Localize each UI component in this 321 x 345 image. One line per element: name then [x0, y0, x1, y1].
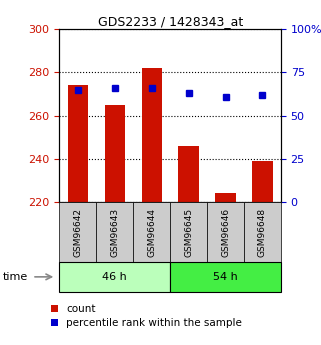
FancyBboxPatch shape	[59, 262, 170, 292]
Bar	[178, 146, 199, 202]
Bar	[252, 161, 273, 202]
Bar	[142, 68, 162, 202]
Bar	[105, 105, 125, 202]
Text: 54 h: 54 h	[213, 272, 238, 282]
FancyBboxPatch shape	[96, 202, 133, 262]
Text: 46 h: 46 h	[102, 272, 127, 282]
Text: GSM96644: GSM96644	[147, 207, 156, 257]
Text: time: time	[3, 272, 29, 282]
Text: GSM96645: GSM96645	[184, 207, 193, 257]
Bar	[68, 85, 88, 202]
FancyBboxPatch shape	[170, 262, 281, 292]
FancyBboxPatch shape	[207, 202, 244, 262]
Title: GDS2233 / 1428343_at: GDS2233 / 1428343_at	[98, 15, 243, 28]
Bar	[215, 193, 236, 202]
Legend: count, percentile rank within the sample: count, percentile rank within the sample	[48, 302, 244, 330]
Text: GSM96648: GSM96648	[258, 207, 267, 257]
FancyBboxPatch shape	[59, 202, 96, 262]
Text: GSM96646: GSM96646	[221, 207, 230, 257]
Text: GSM96643: GSM96643	[110, 207, 119, 257]
Text: GSM96642: GSM96642	[73, 207, 82, 257]
FancyBboxPatch shape	[170, 202, 207, 262]
FancyBboxPatch shape	[244, 202, 281, 262]
FancyBboxPatch shape	[133, 202, 170, 262]
